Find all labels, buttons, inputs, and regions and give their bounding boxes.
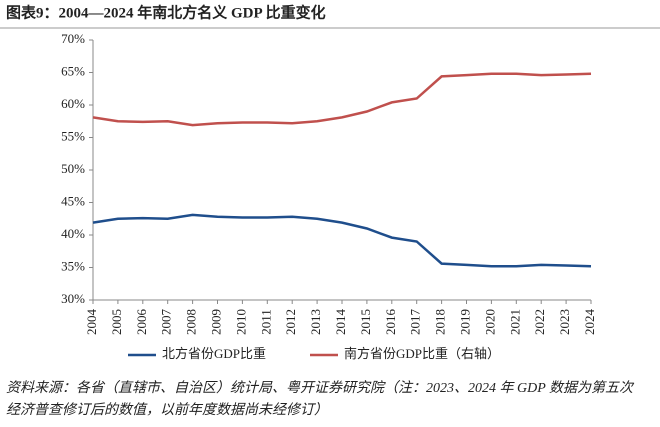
source-note: 资料来源：各省（直辖市、自治区）统计局、粤开证券研究院（注：2023、2024 … bbox=[6, 380, 635, 396]
x-tick-label: 2008 bbox=[184, 309, 199, 335]
legend-label: 南方省份GDP比重（右轴） bbox=[344, 346, 500, 361]
x-tick-label: 2006 bbox=[134, 309, 149, 336]
x-tick-label: 2017 bbox=[408, 309, 423, 336]
y-tick-label: 45% bbox=[61, 193, 85, 208]
x-tick-label: 2019 bbox=[457, 309, 472, 335]
x-tick-label: 2015 bbox=[358, 309, 373, 335]
x-tick-label: 2013 bbox=[308, 309, 323, 335]
x-tick-label: 2014 bbox=[333, 309, 348, 336]
series-line bbox=[92, 213, 592, 268]
x-tick-label: 2009 bbox=[208, 309, 223, 335]
chart-title: 图表9：2004—2024 年南北方名义 GDP 比重变化 bbox=[6, 3, 326, 21]
x-tick-label: 2007 bbox=[159, 309, 174, 336]
source-note: 经济普查修订后的数值，以前年度数据尚未经修订） bbox=[6, 402, 328, 418]
legend-label: 北方省份GDP比重 bbox=[162, 346, 266, 361]
x-tick-label: 2021 bbox=[507, 309, 522, 335]
x-tick-label: 2005 bbox=[109, 309, 124, 335]
x-tick-label: 2023 bbox=[557, 309, 572, 335]
y-tick-label: 35% bbox=[61, 258, 85, 273]
y-tick-label: 55% bbox=[61, 128, 85, 143]
y-tick-label: 40% bbox=[61, 226, 85, 241]
x-tick-label: 2012 bbox=[283, 309, 298, 335]
series-line bbox=[92, 72, 592, 127]
x-tick-label: 2016 bbox=[383, 309, 398, 336]
x-tick-label: 2024 bbox=[582, 309, 597, 336]
y-tick-label: 50% bbox=[61, 161, 85, 176]
x-tick-label: 2011 bbox=[258, 309, 273, 335]
x-tick-label: 2010 bbox=[233, 309, 248, 335]
y-tick-label: 70% bbox=[61, 31, 85, 46]
x-tick-label: 2020 bbox=[482, 309, 497, 335]
y-tick-label: 65% bbox=[61, 63, 85, 78]
y-tick-label: 30% bbox=[61, 291, 85, 306]
x-tick-label: 2004 bbox=[84, 309, 99, 336]
x-tick-label: 2018 bbox=[433, 309, 448, 335]
y-tick-label: 60% bbox=[61, 96, 85, 111]
x-tick-label: 2022 bbox=[532, 309, 547, 335]
